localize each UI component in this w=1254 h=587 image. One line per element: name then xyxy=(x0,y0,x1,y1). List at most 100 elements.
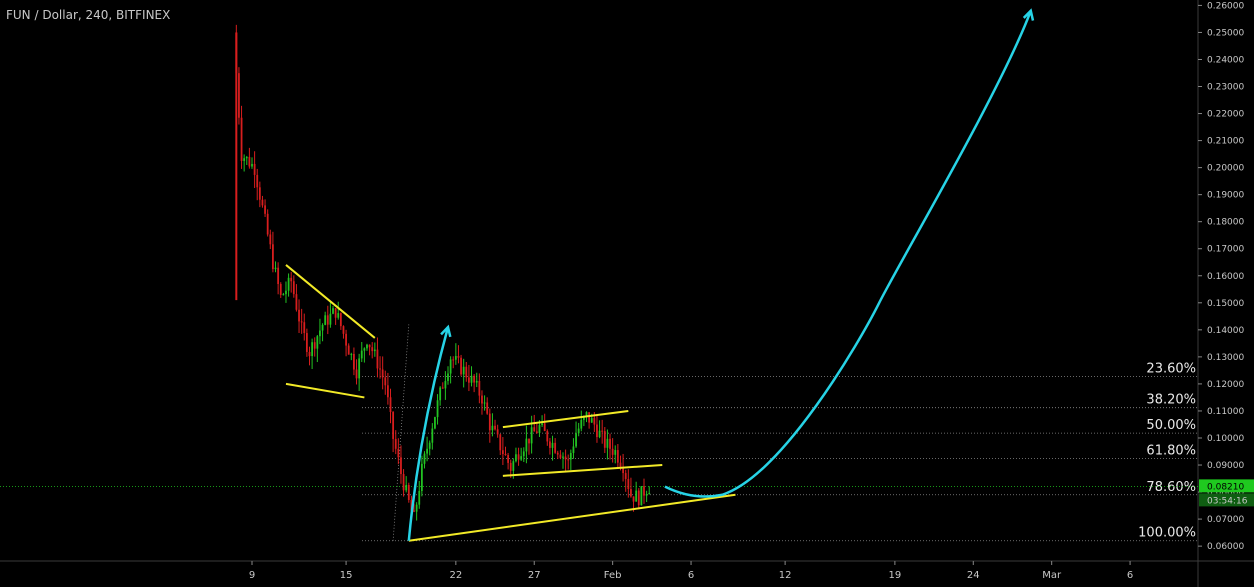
candle-up xyxy=(538,425,541,433)
candle-up xyxy=(520,456,523,460)
current-price-value: 0.08210 xyxy=(1207,482,1244,492)
candle-up xyxy=(282,294,285,296)
y-tick-label: 0.25000 xyxy=(1207,28,1244,38)
candle-up xyxy=(475,380,478,383)
candle-down xyxy=(588,412,591,423)
candle-up xyxy=(569,452,572,460)
candle-down xyxy=(481,395,483,404)
y-tick-label: 0.17000 xyxy=(1207,245,1244,255)
candle-down xyxy=(394,438,397,449)
candle-up xyxy=(428,442,431,449)
candle-up xyxy=(454,356,457,360)
x-tick-label: Feb xyxy=(604,570,622,581)
candle-down xyxy=(543,423,546,431)
candle-up xyxy=(645,494,648,496)
candle-down xyxy=(554,442,557,453)
candle-up xyxy=(358,358,361,379)
candle-down xyxy=(334,308,337,318)
candle-up xyxy=(640,486,643,506)
candle-up xyxy=(337,313,340,318)
candle-down xyxy=(295,294,298,310)
candle-down xyxy=(376,349,379,369)
candle-countdown: 03:54:16 xyxy=(1207,496,1248,506)
candle-up xyxy=(585,412,588,417)
candle-up xyxy=(287,277,290,291)
y-tick-label: 0.19000 xyxy=(1207,191,1244,201)
y-tick-label: 0.12000 xyxy=(1207,380,1244,390)
candle-up xyxy=(329,313,332,325)
candle-down xyxy=(303,322,306,334)
candle-up xyxy=(562,456,564,458)
dotted-guide-line xyxy=(392,324,410,541)
candle-up xyxy=(319,330,321,337)
candle-up xyxy=(332,308,334,314)
candle-down xyxy=(381,369,384,378)
fib-level-label: 23.60% xyxy=(1146,361,1196,376)
candle-down xyxy=(488,413,491,431)
y-tick-label: 0.21000 xyxy=(1207,137,1244,147)
y-tick-label: 0.08000 xyxy=(1207,488,1244,498)
candle-down xyxy=(632,496,635,502)
candle-down xyxy=(272,244,274,270)
y-tick-label: 0.15000 xyxy=(1207,299,1244,309)
candle-up xyxy=(470,375,473,383)
candle-up xyxy=(530,427,533,444)
y-tick-label: 0.20000 xyxy=(1207,164,1244,174)
candle-up xyxy=(274,267,277,270)
candle-up xyxy=(551,442,554,448)
chart-title: FUN / Dollar, 240, BITFINEX xyxy=(6,8,171,22)
candle-down xyxy=(622,467,624,474)
candle-up xyxy=(363,348,366,351)
candle-up xyxy=(405,485,408,491)
candle-down xyxy=(413,510,415,512)
y-tick-label: 0.16000 xyxy=(1207,272,1244,282)
candle-up xyxy=(360,350,363,359)
candle-down xyxy=(407,485,410,501)
candle-down xyxy=(504,453,507,456)
y-tick-label: 0.10000 xyxy=(1207,434,1244,444)
candle-up xyxy=(491,425,494,431)
candle-down xyxy=(305,333,308,352)
trendline xyxy=(285,382,365,399)
candle-up xyxy=(436,400,439,418)
candle-up xyxy=(525,438,528,452)
arrow-head-icon xyxy=(1022,8,1035,21)
candle-down xyxy=(486,402,489,414)
candle-up xyxy=(577,428,580,434)
candle-down xyxy=(601,430,604,432)
candle-down xyxy=(290,277,293,282)
y-tick-label: 0.06000 xyxy=(1207,542,1244,552)
candle-up xyxy=(614,450,617,455)
fib-level-label: 100.00% xyxy=(1138,526,1196,541)
candle-down xyxy=(627,479,630,490)
trendline xyxy=(502,464,663,477)
candle-down xyxy=(559,454,562,458)
candle-up xyxy=(426,448,428,454)
candle-down xyxy=(389,397,392,413)
y-tick-label: 0.07000 xyxy=(1207,515,1244,525)
candle-down xyxy=(603,431,606,448)
current-price-tag xyxy=(1199,479,1254,493)
projection-curve-line xyxy=(664,10,1032,498)
candle-down xyxy=(616,450,619,463)
y-tick-label: 0.09000 xyxy=(1207,461,1244,471)
candle-up xyxy=(515,454,517,462)
candle-up xyxy=(373,349,376,352)
candle-down xyxy=(564,456,567,460)
candle-up xyxy=(575,433,577,447)
countdown-tag xyxy=(1199,493,1254,507)
candle-down xyxy=(468,377,470,383)
candle-up xyxy=(572,446,575,453)
candle-up xyxy=(243,158,246,161)
x-tick-label: 9 xyxy=(249,570,255,581)
x-tick-label: 22 xyxy=(449,570,462,581)
y-tick-label: 0.22000 xyxy=(1207,110,1244,120)
fib-level-label: 61.80% xyxy=(1146,444,1196,459)
trendline xyxy=(285,264,376,339)
candle-down xyxy=(643,486,645,496)
candle-down xyxy=(347,345,350,355)
candle-down xyxy=(494,425,496,430)
candle-down xyxy=(556,452,559,455)
candle-down xyxy=(248,156,251,167)
